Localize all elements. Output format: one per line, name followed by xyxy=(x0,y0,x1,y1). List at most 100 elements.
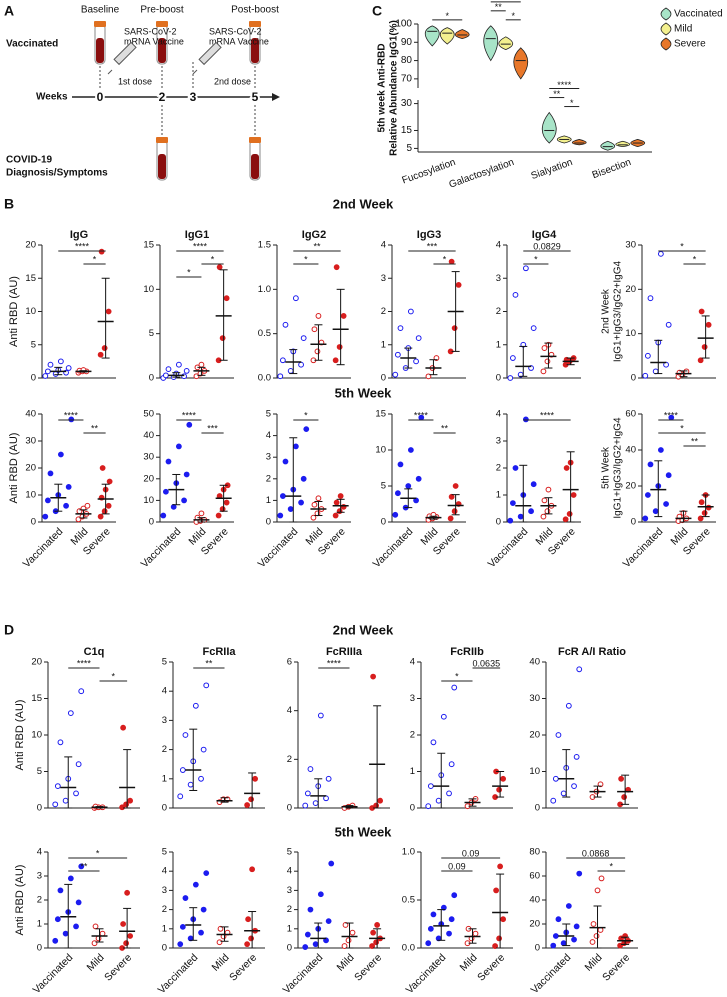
y-tick-label: 3 xyxy=(496,273,501,284)
x-tick-label: Vaccinated xyxy=(404,952,449,997)
data-point xyxy=(187,781,194,788)
data-point xyxy=(522,265,529,272)
y-tick-label: 1.0 xyxy=(258,284,271,295)
significance-label: ** xyxy=(441,423,449,433)
data-point xyxy=(165,458,172,465)
data-point xyxy=(560,790,567,797)
data-point xyxy=(597,781,604,788)
y-tick-label: 10 xyxy=(529,766,540,777)
data-point xyxy=(75,899,82,906)
tube-blood xyxy=(251,154,259,179)
plot-title: IgG1 xyxy=(185,229,209,241)
data-point xyxy=(219,335,226,342)
y-tick-label: 6 xyxy=(287,657,292,668)
data-point xyxy=(300,475,307,482)
data-point xyxy=(550,797,557,804)
x-tick-label: Galactosylation xyxy=(448,157,516,191)
data-point xyxy=(392,511,399,518)
data-point xyxy=(312,800,319,807)
data-point xyxy=(507,517,514,524)
tube-cap xyxy=(156,137,168,143)
data-point xyxy=(215,512,222,519)
y-tick-label: 2 xyxy=(381,306,386,317)
y-tick-label: 5 xyxy=(162,847,167,858)
data-point xyxy=(540,513,547,520)
data-point xyxy=(277,512,284,519)
data-point xyxy=(698,499,705,506)
y-tick-label: 30 xyxy=(25,436,36,447)
data-point xyxy=(101,345,108,351)
data-point xyxy=(598,875,605,882)
significance-label: * xyxy=(511,11,515,21)
y-tick-label: 5 xyxy=(37,766,42,777)
y-tick-label: 4 xyxy=(287,866,292,877)
significance-label: **** xyxy=(77,658,92,668)
x-tick-label: Severe xyxy=(352,951,384,983)
significance-label: * xyxy=(187,267,191,277)
y-tick-label: 2 xyxy=(496,463,501,474)
data-point xyxy=(200,906,207,913)
y-tick-label: 40 xyxy=(25,409,36,420)
data-point xyxy=(315,495,322,502)
y-tick-label: 20 xyxy=(31,657,42,668)
data-point xyxy=(665,472,672,479)
tube-cap xyxy=(94,21,106,27)
data-point xyxy=(279,357,286,364)
y-tick-label: 0.0 xyxy=(402,943,415,954)
data-point xyxy=(562,516,569,523)
tube-cap xyxy=(249,137,261,143)
significance-label: **** xyxy=(193,241,208,251)
data-point xyxy=(373,802,380,809)
data-point xyxy=(106,478,113,485)
data-point xyxy=(127,933,134,939)
x-tick-label: Vaccinated xyxy=(156,952,201,997)
data-point xyxy=(705,504,712,511)
significance-label: **** xyxy=(182,410,197,420)
data-point xyxy=(435,797,442,804)
data-point xyxy=(198,361,205,368)
data-point xyxy=(555,732,562,738)
data-point xyxy=(415,475,422,482)
significance-label: * xyxy=(534,254,538,264)
data-point xyxy=(509,500,516,507)
data-point xyxy=(340,313,347,319)
data-point xyxy=(248,796,255,803)
plot-title: IgG xyxy=(70,229,88,241)
legend-swatch xyxy=(660,7,672,21)
data-point xyxy=(697,515,704,522)
data-point xyxy=(448,258,455,265)
data-point xyxy=(701,344,708,350)
x-tick-label: Mild xyxy=(209,951,231,973)
y-tick-label: 20 xyxy=(625,481,636,492)
data-point xyxy=(323,795,329,802)
y-tick-label: 10 xyxy=(143,495,154,506)
significance-label: * xyxy=(680,241,684,251)
y-tick-label: 30 xyxy=(143,452,154,463)
y-axis-label: 5th week Anti-RBD xyxy=(377,43,388,132)
data-point xyxy=(415,335,422,342)
data-point xyxy=(181,373,187,380)
dose-label: 1st dose xyxy=(118,76,152,86)
week-label: 2 xyxy=(159,90,166,104)
data-point xyxy=(492,943,499,949)
y-tick-label: 3 xyxy=(410,693,415,704)
data-point xyxy=(705,321,712,328)
data-point xyxy=(576,666,583,673)
data-point xyxy=(440,713,447,720)
data-point xyxy=(192,702,199,709)
data-point xyxy=(124,889,131,896)
y-tick-label: 2 xyxy=(496,306,501,317)
data-point xyxy=(552,933,559,939)
legend-swatch xyxy=(660,37,672,51)
significance-label: * xyxy=(93,254,97,264)
x-tick-label: Vaccinated xyxy=(486,526,531,571)
y-tick-label: 10 xyxy=(25,490,36,501)
significance-label: * xyxy=(610,861,614,871)
data-point xyxy=(407,308,414,315)
data-point xyxy=(105,502,112,509)
data-point xyxy=(373,939,380,946)
data-point xyxy=(67,710,74,716)
significance-label: * xyxy=(570,98,574,108)
plot-title: FcRIIb xyxy=(450,646,484,658)
y-tick-label: 30 xyxy=(625,240,636,251)
